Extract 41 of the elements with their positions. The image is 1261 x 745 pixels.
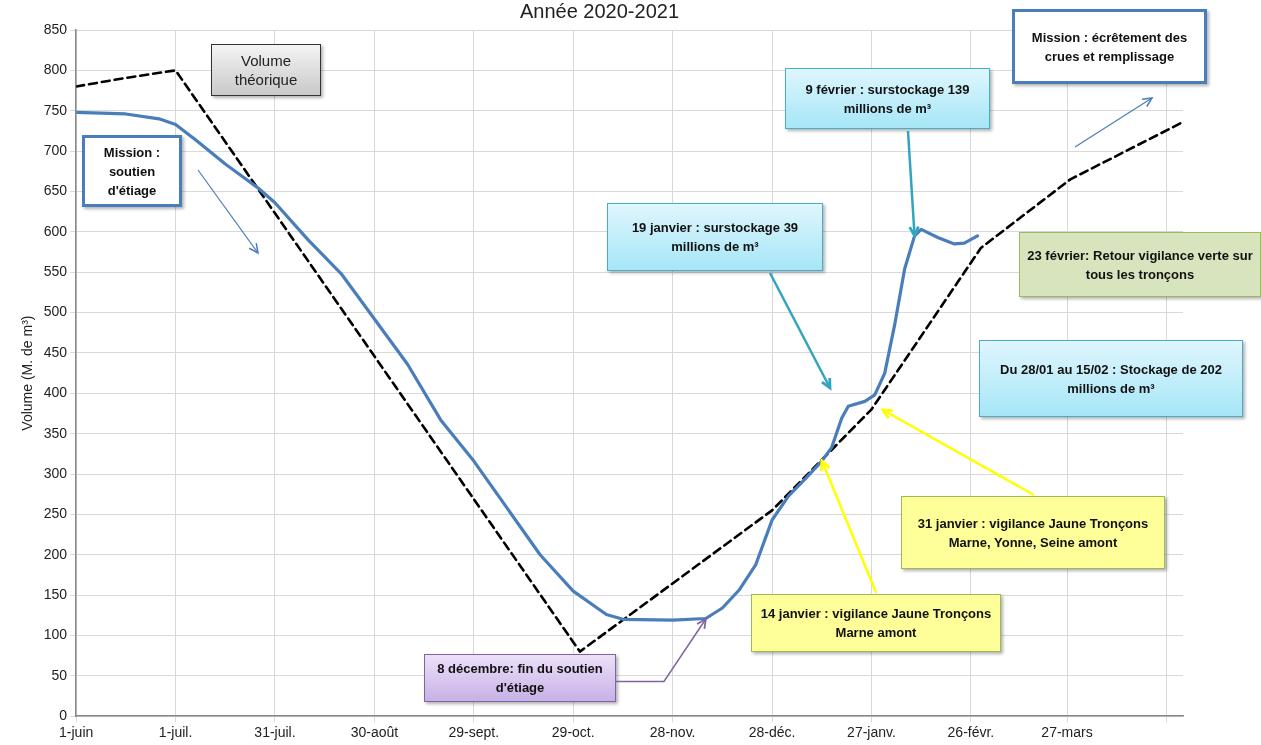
y-tick-label: 550 — [43, 263, 68, 280]
x-tick-label: 30-août — [350, 724, 399, 741]
y-tick-label: 200 — [43, 545, 68, 562]
y-tick-label: 50 — [51, 666, 68, 683]
y-axis-title: Volume (M. de m³) — [19, 315, 36, 431]
callout: 14 janvier : vigilance Jaune Tronçons Marne amont — [751, 594, 1001, 652]
y-tick-label: 300 — [43, 464, 68, 481]
callout: Mission : soutien d'étiage — [82, 135, 182, 207]
x-tick-label: 28-nov. — [649, 724, 696, 741]
y-tick-label: 700 — [43, 141, 68, 158]
y-tick-label: 600 — [43, 222, 68, 239]
y-tick-label: 350 — [43, 424, 68, 441]
x-tick-label: 29-sept. — [448, 724, 500, 741]
callout: 9 février : surstockage 139 millions de m³ — [785, 68, 990, 129]
y-tick-label: 0 — [59, 707, 68, 724]
text: Volume théorique — [211, 44, 321, 96]
callout: 19 janvier : surstockage 39 millions de m³ — [607, 203, 823, 271]
callout: 8 décembre: fin du soutien d'étiage — [424, 654, 616, 702]
x-tick-label: 1-juin — [59, 724, 94, 741]
y-tick-label: 100 — [43, 626, 68, 643]
x-tick-label: 1-juil. — [158, 724, 193, 741]
x-tick-label: 28-déc. — [748, 724, 796, 741]
x-tick-label: 31-juil. — [254, 724, 296, 741]
y-tick-label: 850 — [43, 20, 68, 37]
callout: 31 janvier : vigilance Jaune Tronçons Marne, Yonne, Seine amont — [901, 496, 1165, 569]
x-tick-label: 26-févr. — [947, 724, 995, 741]
y-tick-label: 750 — [43, 101, 68, 118]
callout: Mission : écrêtement des crues et remplissage — [1012, 9, 1207, 84]
x-tick-label: 29-oct. — [551, 724, 595, 741]
y-tick-label: 450 — [43, 343, 68, 360]
callout: Du 28/01 au 15/02 : Stockage de 202 millions de m³ — [979, 340, 1243, 417]
x-tick-label: 27-mars — [1041, 724, 1093, 741]
x-tick-label: 27-janv. — [847, 724, 896, 741]
y-tick-label: 400 — [43, 384, 68, 401]
y-tick-label: 500 — [43, 303, 68, 320]
chart-title: Année 2020-2021 — [519, 0, 680, 22]
callout: 23 février: Retour vigilance verte sur tous les tronçons — [1019, 232, 1261, 297]
y-tick-label: 800 — [43, 61, 68, 78]
y-tick-label: 250 — [43, 505, 68, 522]
y-tick-label: 150 — [43, 585, 68, 602]
y-tick-label: 650 — [43, 182, 68, 199]
